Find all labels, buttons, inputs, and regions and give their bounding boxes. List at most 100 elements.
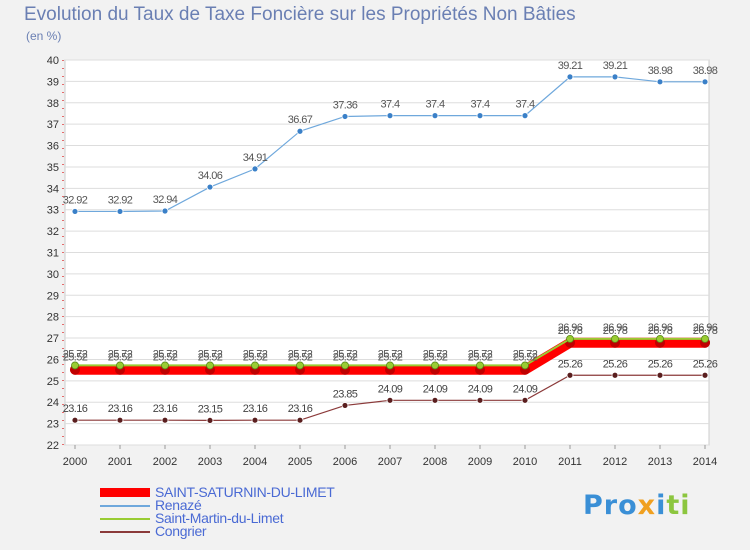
data-point (476, 396, 484, 404)
x-tick-label: 2004 (243, 456, 267, 468)
data-point (71, 416, 79, 424)
x-tick-label: 2013 (648, 456, 672, 468)
data-label: 25.72 (378, 348, 403, 360)
data-label: 25.52 (153, 352, 178, 364)
data-label: 39.21 (603, 60, 628, 72)
data-point (476, 112, 484, 120)
data-label: 25.52 (468, 352, 493, 364)
data-label: 24.09 (513, 383, 538, 395)
y-tick-label: 31 (47, 248, 59, 260)
data-point (161, 207, 169, 215)
data-point (116, 361, 124, 370)
legend-item-renaze: Renazé (100, 497, 335, 513)
data-label: 26.78 (558, 325, 583, 337)
unit-label: (en %) (26, 29, 62, 43)
data-label: 24.09 (468, 383, 493, 395)
y-tick-label: 35 (47, 162, 59, 174)
data-point (566, 371, 574, 379)
x-tick-label: 2006 (333, 456, 357, 468)
data-label: 25.52 (333, 352, 358, 364)
data-label: 24.09 (378, 383, 403, 395)
data-point (431, 396, 439, 404)
x-tick-label: 2007 (378, 456, 402, 468)
data-label: 26.78 (648, 325, 673, 337)
data-label: 23.16 (63, 403, 88, 415)
legend-label: Saint-Martin-du-Limet (155, 510, 284, 526)
data-point (296, 127, 304, 135)
data-label: 37.4 (425, 99, 444, 111)
data-label: 25.72 (198, 348, 223, 360)
data-label: 23.15 (198, 403, 223, 415)
data-label: 23.16 (288, 403, 313, 415)
data-point (341, 402, 349, 409)
data-point (206, 361, 214, 370)
data-label: 25.72 (468, 348, 493, 360)
legend-item-saint-martin: Saint-Martin-du-Limet (100, 510, 335, 526)
data-point (701, 78, 709, 86)
y-tick-label: 37 (47, 119, 59, 131)
data-label: 25.72 (288, 348, 313, 360)
data-label: 25.72 (108, 348, 133, 360)
data-label: 25.26 (693, 358, 718, 370)
data-point (656, 335, 664, 343)
data-point (161, 416, 169, 424)
y-tick-label: 40 (47, 55, 59, 67)
x-tick-label: 2009 (468, 456, 492, 468)
x-tick-label: 2014 (693, 456, 717, 468)
data-label: 23.16 (108, 403, 133, 415)
data-point (521, 396, 529, 404)
data-point (656, 78, 664, 86)
data-label: 26.96 (693, 322, 718, 334)
data-label: 32.92 (63, 194, 88, 206)
data-point (296, 361, 304, 370)
y-tick-label: 39 (47, 76, 59, 88)
y-tick-label: 23 (47, 419, 59, 431)
data-point (386, 361, 394, 370)
data-label: 25.52 (423, 352, 448, 364)
y-tick-label: 29 (47, 290, 59, 302)
legend-label: SAINT-SATURNIN-DU-LIMET (155, 484, 335, 500)
legend-swatch (100, 504, 150, 507)
data-point (611, 73, 619, 81)
data-point (611, 371, 619, 379)
data-label: 38.98 (648, 65, 673, 77)
x-tick-label: 2003 (198, 456, 222, 468)
data-point (116, 416, 124, 424)
x-tick-label: 2011 (558, 456, 582, 468)
y-tick-label: 33 (47, 205, 59, 217)
data-label: 26.96 (558, 322, 583, 334)
x-tick-label: 2010 (513, 456, 537, 468)
data-label: 26.96 (648, 322, 673, 334)
y-tick-label: 27 (47, 333, 59, 345)
data-point (341, 113, 349, 120)
legend-label: Renazé (155, 497, 202, 513)
legend-item-saint-saturnin: SAINT-SATURNIN-DU-LIMET (100, 484, 335, 500)
data-point (521, 112, 529, 120)
data-point (251, 165, 259, 173)
legend-item-congrier: Congrier (100, 524, 335, 538)
data-label: 25.52 (108, 352, 133, 364)
x-tick-label: 2005 (288, 456, 312, 468)
data-point (116, 208, 124, 215)
y-tick-label: 22 (47, 440, 59, 452)
data-label: 36.67 (288, 114, 313, 126)
data-label: 25.26 (648, 358, 673, 370)
data-label: 25.72 (153, 348, 178, 360)
data-label: 26.96 (603, 322, 628, 334)
data-point (206, 183, 214, 191)
legend-swatch (100, 517, 150, 520)
legend-swatch (100, 488, 150, 497)
data-label: 25.52 (378, 352, 403, 364)
data-point (251, 416, 259, 424)
x-tick-label: 2008 (423, 456, 447, 468)
data-label: 37.36 (333, 99, 358, 111)
data-label: 25.72 (513, 348, 538, 360)
data-label: 37.4 (515, 99, 534, 111)
x-tick-label: 2000 (63, 456, 87, 468)
data-point (341, 361, 349, 370)
data-point (566, 335, 574, 343)
data-label: 25.72 (423, 348, 448, 360)
data-label: 34.91 (243, 152, 268, 164)
